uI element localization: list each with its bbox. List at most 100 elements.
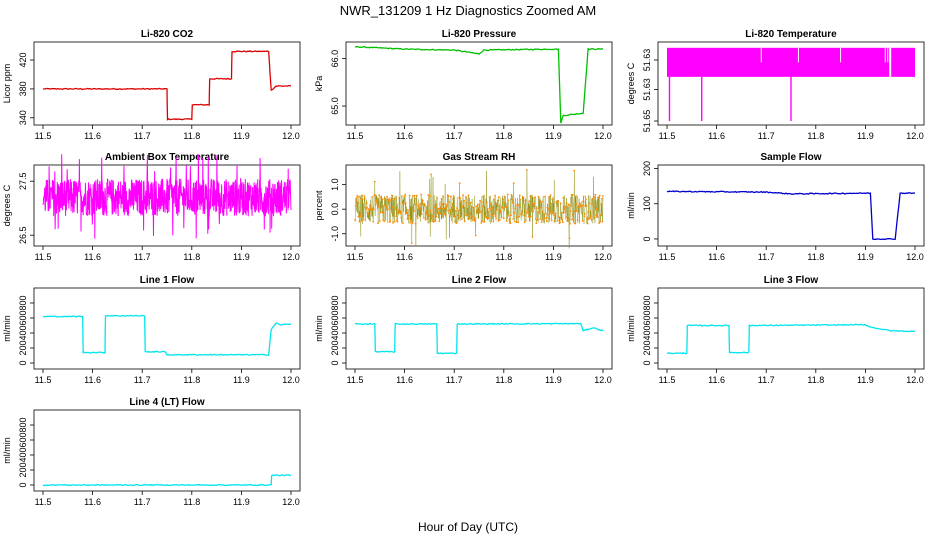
data-point (519, 198, 522, 201)
y-tick-label: 0 (330, 360, 340, 365)
panel-title: Ambient Box Temperature (105, 152, 230, 163)
x-tick-label: 11.8 (495, 131, 512, 141)
x-tick-label: 11.5 (659, 131, 676, 141)
data-point (521, 211, 523, 214)
data-point (602, 195, 604, 197)
data-point (380, 196, 382, 199)
panel-7: Line 1 Flow ml/min 11.5 11.6 11.7 11.8 11.9 12.… (2, 275, 301, 385)
data-point (524, 199, 527, 202)
data-point (488, 196, 491, 199)
data-point (520, 213, 523, 215)
data-point (499, 209, 502, 212)
y-tick-label: 65.0 (330, 97, 340, 115)
data-point (517, 221, 519, 224)
y-axis-label: ml/min (626, 315, 636, 342)
data-point (568, 237, 571, 240)
plot-frame (657, 287, 925, 370)
data-point (356, 195, 359, 197)
y-tick-label: 400 (18, 447, 28, 462)
data-point (417, 204, 420, 207)
data-point (517, 203, 520, 206)
data-point (479, 210, 482, 213)
data-point (594, 193, 597, 196)
data-point (529, 195, 532, 198)
data-point (593, 196, 596, 198)
data-point (536, 219, 539, 222)
data-point (585, 198, 587, 201)
y-tick-label: 0 (642, 360, 652, 365)
data-point (415, 203, 418, 206)
data-point (600, 203, 603, 206)
data-point (599, 214, 602, 217)
data-point (566, 219, 569, 222)
data-point (393, 220, 396, 223)
data-point (358, 195, 360, 198)
x-tick-label: 11.9 (545, 375, 562, 385)
y-tick-label: 400 (330, 325, 340, 340)
data-point (382, 219, 384, 221)
data-point (395, 215, 398, 218)
panel-3: Li-820 Temperature degrees C 11.5 11.6 11.7 1… (626, 29, 925, 141)
data-point (383, 204, 386, 207)
data-point (481, 220, 484, 222)
data-point (544, 212, 547, 215)
data-point (507, 214, 510, 217)
data-point (446, 205, 448, 208)
data-point (513, 211, 516, 214)
x-tick-label: 11.5 (347, 252, 364, 262)
data-point (538, 207, 540, 210)
data-point (573, 169, 576, 172)
data-point (601, 197, 603, 200)
panel-title: Line 2 Flow (452, 275, 507, 286)
x-tick-label: 11.9 (545, 252, 562, 262)
data-point (556, 205, 559, 208)
data-point (531, 210, 533, 213)
data-point (374, 203, 377, 206)
series-band (667, 47, 915, 77)
data-point (465, 196, 468, 199)
data-point (405, 211, 408, 214)
data-point (410, 219, 413, 222)
panel-6: Sample Flow ml/min 11.5 11.6 11.7 11.8 11.9 12.… (626, 152, 925, 262)
data-point (354, 205, 357, 207)
data-point (404, 201, 407, 204)
x-tick-label: 11.6 (708, 252, 725, 262)
data-point (553, 220, 556, 223)
data-point (483, 220, 486, 223)
data-point (547, 214, 549, 216)
data-point (399, 212, 402, 215)
data-point (552, 211, 555, 214)
data-point (566, 205, 569, 208)
y-tick-label: 66.0 (330, 50, 340, 68)
data-point (438, 220, 441, 223)
data-point (469, 212, 472, 214)
x-tick-label: 11.9 (857, 131, 874, 141)
data-point (378, 194, 381, 197)
y-axis-label: ml/min (2, 315, 12, 342)
data-point (414, 222, 417, 225)
panel-grid: Li-820 CO2 Licor ppm 11.5 11.6 11.7 11.8 11.9 1… (2, 29, 925, 507)
x-tick-label: 11.9 (233, 252, 250, 262)
data-point (384, 197, 387, 200)
series-line (42, 314, 292, 356)
series-line (354, 45, 604, 124)
panel-10: Line 4 (LT) Flow ml/min 11.5 11.6 11.7 11.8 11… (2, 397, 301, 507)
data-point (567, 203, 570, 206)
data-point (561, 218, 564, 221)
panel-title: Line 4 (LT) Flow (129, 397, 205, 408)
data-point (369, 206, 372, 209)
data-point (354, 219, 356, 222)
data-point (380, 206, 383, 209)
data-point (507, 199, 510, 202)
x-tick-label: 11.8 (183, 252, 200, 262)
data-point (598, 194, 601, 197)
data-point (535, 222, 538, 225)
data-point (543, 213, 545, 216)
y-tick-label: 600 (642, 310, 652, 325)
data-point (439, 203, 441, 205)
plot-frame (657, 41, 925, 126)
data-point (429, 210, 432, 212)
data-point (515, 204, 517, 207)
y-tick-label: 100 (642, 196, 652, 211)
data-point (408, 214, 410, 217)
